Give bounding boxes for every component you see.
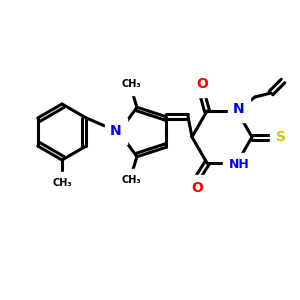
Ellipse shape — [228, 157, 250, 173]
Text: S: S — [276, 130, 286, 144]
Text: NH: NH — [229, 158, 249, 172]
Text: N: N — [233, 102, 245, 116]
Text: O: O — [196, 77, 208, 91]
Text: CH₃: CH₃ — [121, 79, 141, 89]
Text: O: O — [191, 181, 203, 195]
Text: CH₃: CH₃ — [121, 175, 141, 185]
Text: N: N — [110, 124, 122, 138]
Text: CH₃: CH₃ — [52, 178, 72, 188]
